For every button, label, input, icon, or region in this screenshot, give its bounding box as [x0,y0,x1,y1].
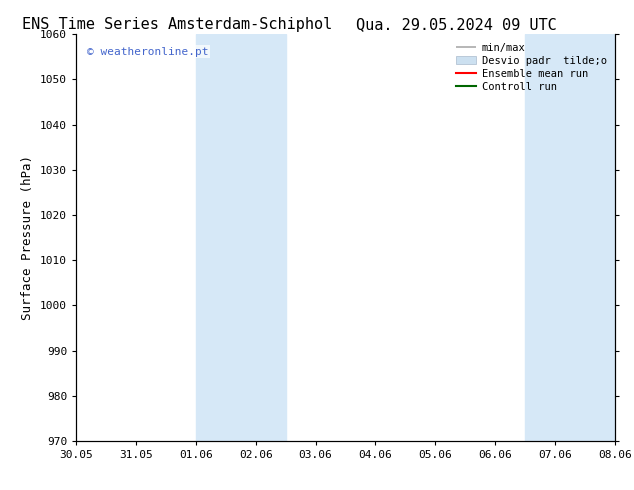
Text: © weatheronline.pt: © weatheronline.pt [87,47,209,56]
Bar [196,34,286,441]
Y-axis label: Surface Pressure (hPa): Surface Pressure (hPa) [22,155,34,320]
Text: Qua. 29.05.2024 09 UTC: Qua. 29.05.2024 09 UTC [356,17,557,32]
Legend: min/max, Desvio padr  tilde;o, Ensemble mean run, Controll run: min/max, Desvio padr tilde;o, Ensemble m… [453,40,610,95]
Text: ENS Time Series Amsterdam-Schiphol: ENS Time Series Amsterdam-Schiphol [22,17,333,32]
Bar [525,34,634,441]
